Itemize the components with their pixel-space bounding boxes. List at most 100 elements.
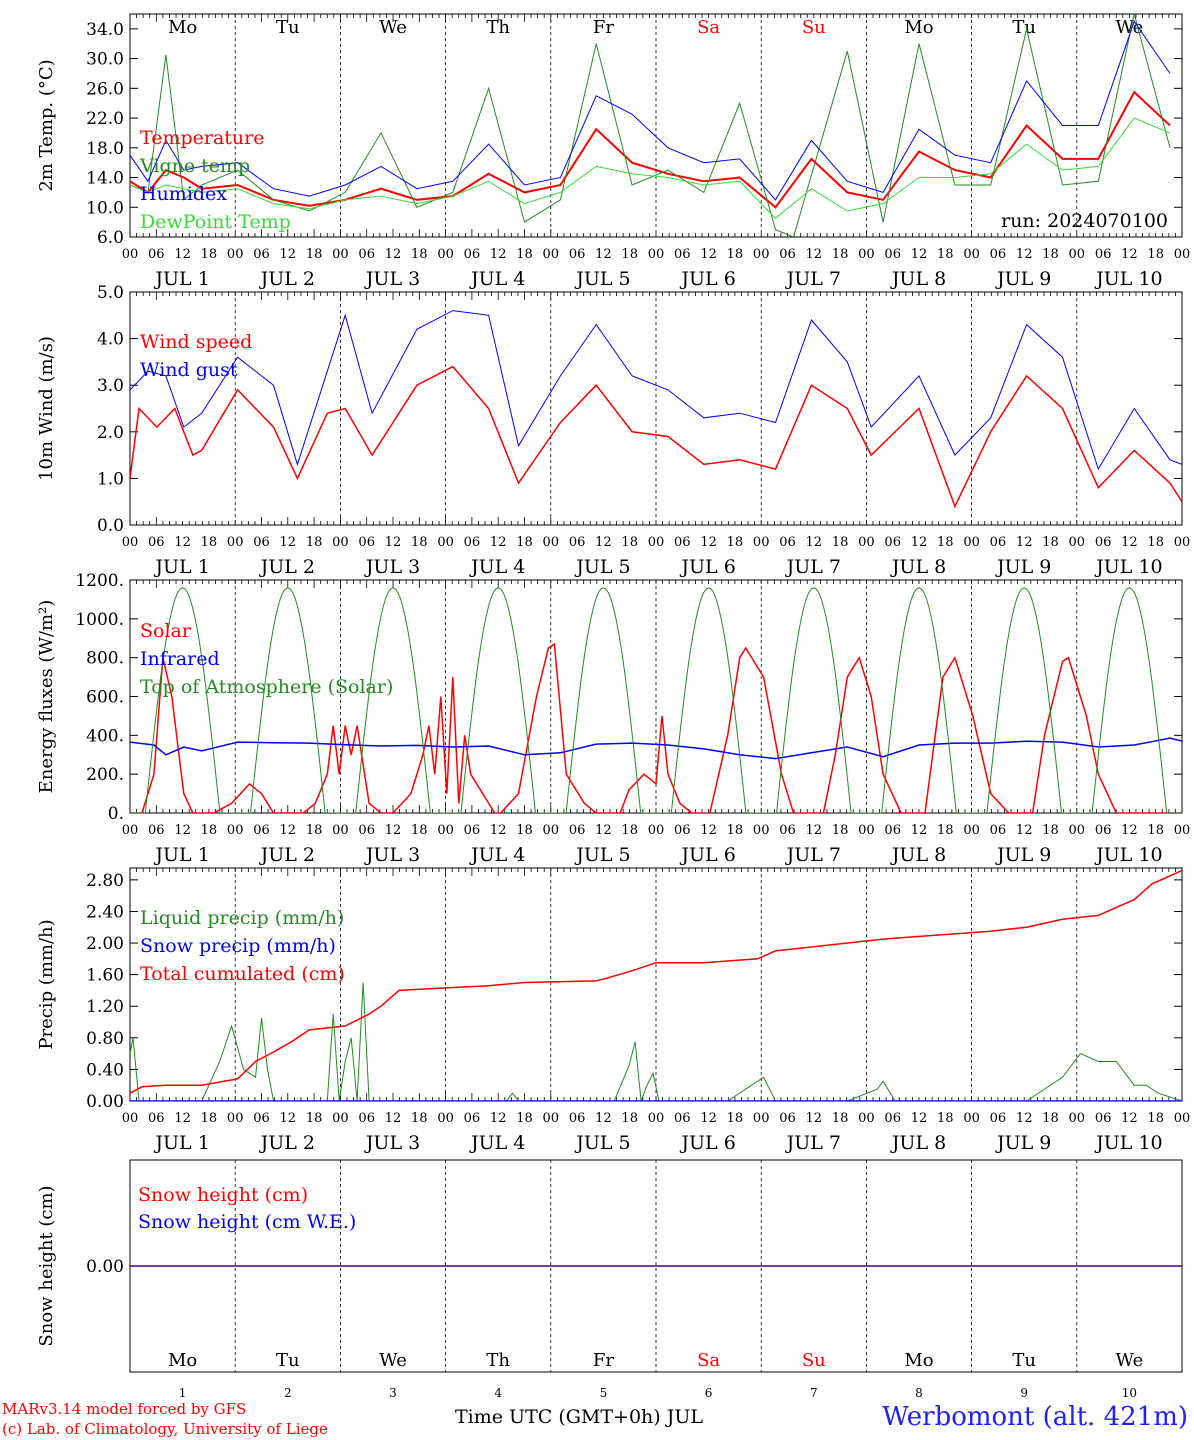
hour-tick-label: 00 (963, 247, 980, 262)
hour-tick-label: 18 (621, 823, 638, 838)
hour-tick-label: 12 (1016, 247, 1033, 262)
date-label: JUL 2 (259, 556, 315, 578)
hour-tick-label: 12 (595, 247, 612, 262)
hour-tick-label: 06 (674, 1111, 691, 1126)
weekday-label: Mo (904, 1350, 933, 1371)
hour-tick-label: 00 (332, 823, 349, 838)
hour-tick-label: 12 (700, 823, 717, 838)
station-name: Werbomont (alt. 421m) (882, 1402, 1188, 1432)
hour-tick-label: 00 (122, 1111, 139, 1126)
series-line-wind-speed (130, 365, 1182, 509)
hour-tick-label: 06 (358, 535, 375, 550)
hour-tick-label: 12 (385, 1111, 402, 1126)
hour-tick-label: 12 (595, 535, 612, 550)
date-label: JUL 3 (364, 1132, 420, 1154)
hour-tick-label: 12 (806, 535, 823, 550)
hour-tick-label: 12 (700, 535, 717, 550)
date-number-label: 4 (494, 1386, 502, 1400)
hour-tick-label: 12 (1121, 247, 1138, 262)
series-line-top-of-atmosphere-solar- (130, 587, 1182, 813)
legend-entry: Wind speed (140, 331, 252, 353)
hour-tick-label: 18 (1042, 247, 1059, 262)
hour-tick-label: 00 (753, 1111, 770, 1126)
hour-tick-label: 12 (174, 1111, 191, 1126)
date-label: JUL 6 (679, 268, 735, 290)
hour-tick-label: 18 (201, 823, 218, 838)
hour-tick-label: 12 (1016, 823, 1033, 838)
hour-tick-label: 00 (753, 247, 770, 262)
y-tick-label: 800. (86, 649, 124, 669)
y-tick-label: 3.0 (97, 376, 124, 396)
date-label: JUL 5 (574, 268, 630, 290)
weekday-label: Fr (593, 1350, 614, 1371)
date-label: JUL 6 (679, 556, 735, 578)
hour-tick-label: 06 (674, 247, 691, 262)
hour-tick-label: 00 (858, 823, 875, 838)
hour-tick-label: 18 (306, 247, 323, 262)
hour-tick-label: 06 (779, 247, 796, 262)
date-label: JUL 1 (153, 556, 209, 578)
legend-entry: Snow height (cm) (138, 1184, 308, 1206)
date-label: JUL 7 (785, 1132, 841, 1154)
hour-tick-label: 18 (306, 823, 323, 838)
hour-tick-label: 06 (779, 823, 796, 838)
hour-tick-label: 06 (674, 823, 691, 838)
hour-tick-label: 12 (385, 823, 402, 838)
hour-tick-label: 18 (411, 247, 428, 262)
hour-tick-label: 06 (1095, 535, 1112, 550)
weekday-label: Tu (276, 1350, 300, 1371)
hour-tick-label: 00 (543, 535, 560, 550)
hour-tick-label: 18 (727, 1111, 744, 1126)
hour-tick-label: 12 (280, 535, 297, 550)
hour-tick-label: 18 (621, 1111, 638, 1126)
hour-tick-label: 18 (516, 823, 533, 838)
date-label: JUL 4 (469, 844, 525, 866)
date-label: JUL 8 (890, 1132, 946, 1154)
series-line-vigne-temp (130, 14, 1171, 237)
y-axis-label: Snow height (cm) (36, 1185, 57, 1346)
date-number-label: 3 (389, 1386, 397, 1400)
hour-tick-label: 18 (1147, 1111, 1164, 1126)
hour-tick-label: 12 (700, 1111, 717, 1126)
hour-tick-label: 06 (253, 1111, 270, 1126)
y-tick-label: 0.0 (97, 516, 124, 536)
weekday-label: Tu (1012, 1350, 1036, 1371)
hour-tick-label: 18 (937, 1111, 954, 1126)
hour-tick-label: 06 (464, 1111, 481, 1126)
hour-tick-label: 06 (884, 823, 901, 838)
y-tick-label: 0.00 (86, 1092, 124, 1112)
hour-tick-label: 12 (280, 1111, 297, 1126)
hour-tick-label: 06 (1095, 1111, 1112, 1126)
y-tick-label: 18.0 (86, 139, 124, 159)
legend-entry: Snow height (cm W.E.) (138, 1211, 356, 1233)
hour-tick-label: 00 (437, 247, 454, 262)
y-tick-label: 1.60 (86, 966, 124, 986)
y-tick-label: 0.40 (86, 1060, 124, 1080)
hour-tick-label: 18 (727, 823, 744, 838)
hour-tick-label: 12 (806, 1111, 823, 1126)
hour-tick-label: 06 (884, 535, 901, 550)
date-label: JUL 1 (153, 844, 209, 866)
hour-tick-label: 12 (806, 247, 823, 262)
y-tick-label: 1.20 (86, 997, 124, 1017)
hour-tick-label: 00 (1069, 247, 1086, 262)
date-number-label: 5 (600, 1386, 608, 1400)
hour-tick-label: 18 (201, 535, 218, 550)
panel-temp: 6.0 10.0 14.0 18.0 22.0 26.0 30.0 34.0 2m Temp. … (36, 13, 1190, 290)
hour-tick-label: 00 (858, 535, 875, 550)
y-tick-label: 1200. (75, 571, 124, 591)
date-number-label: 7 (810, 1386, 818, 1400)
date-label: JUL 9 (995, 556, 1051, 578)
hour-tick-label: 12 (806, 823, 823, 838)
hour-tick-label: 00 (963, 535, 980, 550)
hour-tick-label: 18 (832, 247, 849, 262)
hour-tick-label: 18 (1042, 535, 1059, 550)
y-tick-label: 30.0 (86, 50, 124, 70)
hour-tick-label: 18 (201, 1111, 218, 1126)
hour-tick-label: 18 (201, 247, 218, 262)
hour-tick-label: 18 (411, 1111, 428, 1126)
hour-tick-label: 18 (1147, 247, 1164, 262)
y-tick-label: 2.40 (86, 902, 124, 922)
y-axis-label: Precip (mm/h) (36, 919, 57, 1049)
